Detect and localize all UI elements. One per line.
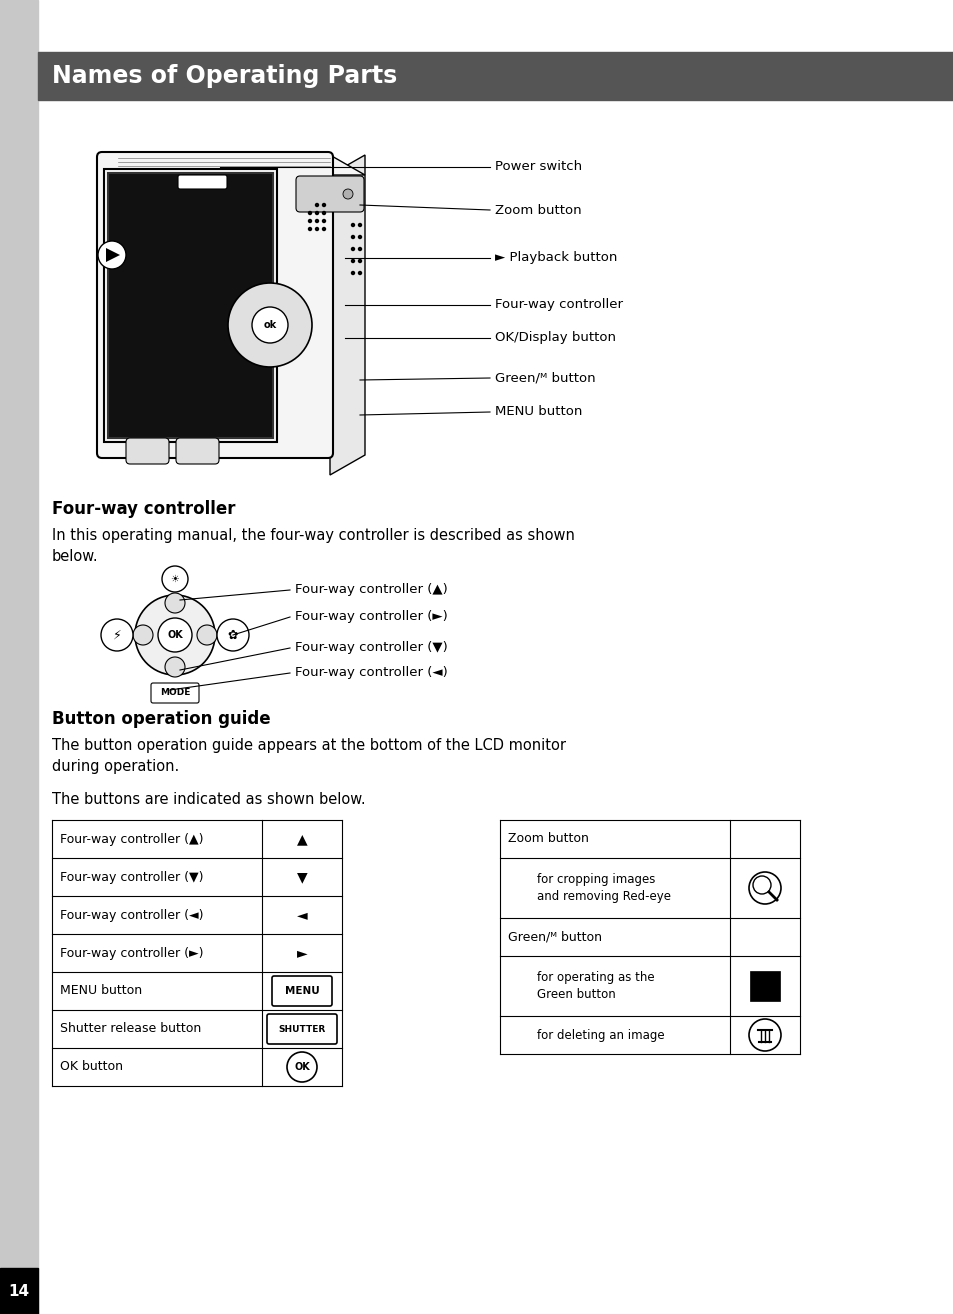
Text: SHUTTER: SHUTTER <box>278 1025 325 1034</box>
Text: ok: ok <box>263 321 276 330</box>
Bar <box>100 155 330 455</box>
Text: ✿: ✿ <box>228 628 238 641</box>
Bar <box>108 173 273 438</box>
Circle shape <box>351 272 355 275</box>
Text: for operating as the
    Green button: for operating as the Green button <box>521 971 654 1001</box>
Circle shape <box>165 593 185 614</box>
Circle shape <box>358 235 361 239</box>
Circle shape <box>315 227 318 230</box>
FancyBboxPatch shape <box>151 683 199 703</box>
Text: ◄: ◄ <box>296 908 307 922</box>
Text: The buttons are indicated as shown below.: The buttons are indicated as shown below… <box>52 792 365 807</box>
Circle shape <box>228 283 312 367</box>
Text: Power switch: Power switch <box>495 160 581 173</box>
Text: Four-way controller (►): Four-way controller (►) <box>60 946 203 959</box>
FancyBboxPatch shape <box>295 176 364 212</box>
Text: OK: OK <box>167 629 183 640</box>
Circle shape <box>343 189 353 198</box>
Circle shape <box>748 1018 781 1051</box>
Circle shape <box>351 259 355 263</box>
Text: MENU button: MENU button <box>495 406 581 418</box>
Circle shape <box>252 307 288 343</box>
Circle shape <box>196 625 216 645</box>
Text: Shutter release button: Shutter release button <box>60 1022 201 1035</box>
Circle shape <box>135 595 214 675</box>
Polygon shape <box>118 155 365 175</box>
Text: Four-way controller (▲): Four-way controller (▲) <box>294 583 447 597</box>
Text: ⚡: ⚡ <box>112 628 121 641</box>
Bar <box>749 971 780 1001</box>
Text: for deleting an image: for deleting an image <box>521 1029 664 1042</box>
Text: MENU button: MENU button <box>60 984 142 997</box>
FancyBboxPatch shape <box>175 438 219 464</box>
Circle shape <box>98 240 126 269</box>
Circle shape <box>315 204 318 206</box>
Circle shape <box>322 212 325 214</box>
Bar <box>38 53 953 100</box>
Text: Four-way controller (▼): Four-way controller (▼) <box>60 870 203 883</box>
Text: Four-way controller (▼): Four-way controller (▼) <box>294 641 447 654</box>
Text: Four-way controller (►): Four-way controller (►) <box>294 611 447 624</box>
Circle shape <box>358 247 361 251</box>
Text: for cropping images
    and removing Red-eye: for cropping images and removing Red-eye <box>521 872 670 903</box>
Text: OK/Display button: OK/Display button <box>495 331 616 344</box>
Circle shape <box>358 223 361 226</box>
Bar <box>0 1268 38 1314</box>
Circle shape <box>322 204 325 206</box>
Circle shape <box>351 235 355 239</box>
Text: ►: ► <box>296 946 307 961</box>
FancyBboxPatch shape <box>272 976 332 1007</box>
Circle shape <box>315 212 318 214</box>
Polygon shape <box>106 248 120 261</box>
Text: Four-way controller (◄): Four-way controller (◄) <box>60 908 203 921</box>
Text: 14: 14 <box>9 1284 30 1298</box>
Bar <box>0 0 38 1314</box>
FancyBboxPatch shape <box>126 438 169 464</box>
Text: OK button: OK button <box>60 1060 123 1074</box>
FancyBboxPatch shape <box>267 1014 336 1045</box>
Circle shape <box>162 566 188 593</box>
Circle shape <box>308 212 312 214</box>
Text: Four-way controller: Four-way controller <box>495 298 622 311</box>
Circle shape <box>158 618 192 652</box>
Circle shape <box>322 219 325 222</box>
Text: Button operation guide: Button operation guide <box>52 710 271 728</box>
FancyBboxPatch shape <box>97 152 333 459</box>
Text: Four-way controller (▲): Four-way controller (▲) <box>60 833 203 845</box>
Circle shape <box>132 625 152 645</box>
Circle shape <box>216 619 249 650</box>
Circle shape <box>322 227 325 230</box>
Text: Four-way controller (◄): Four-way controller (◄) <box>294 666 447 679</box>
Circle shape <box>351 223 355 226</box>
Circle shape <box>315 219 318 222</box>
Circle shape <box>308 219 312 222</box>
Text: Green/ᴹ button: Green/ᴹ button <box>495 372 595 385</box>
Circle shape <box>165 657 185 677</box>
Text: Four-way controller: Four-way controller <box>52 501 235 518</box>
Circle shape <box>308 227 312 230</box>
FancyBboxPatch shape <box>178 175 227 189</box>
Circle shape <box>358 259 361 263</box>
Text: ☀: ☀ <box>171 574 179 583</box>
Text: ▼: ▼ <box>296 870 307 884</box>
Text: Green/ᴹ button: Green/ᴹ button <box>507 930 601 943</box>
Circle shape <box>351 247 355 251</box>
Text: ► Playback button: ► Playback button <box>495 251 617 264</box>
Bar <box>104 170 276 442</box>
Text: MODE: MODE <box>160 689 190 698</box>
Text: MENU: MENU <box>284 986 319 996</box>
Text: OK: OK <box>294 1062 310 1072</box>
Circle shape <box>101 619 132 650</box>
Text: Zoom button: Zoom button <box>495 204 581 217</box>
Text: Names of Operating Parts: Names of Operating Parts <box>52 64 396 88</box>
Polygon shape <box>330 155 365 474</box>
Circle shape <box>748 872 781 904</box>
Text: Zoom button: Zoom button <box>507 833 588 845</box>
Text: ▲: ▲ <box>296 832 307 846</box>
Circle shape <box>358 272 361 275</box>
Circle shape <box>287 1053 316 1081</box>
Text: The button operation guide appears at the bottom of the LCD monitor
during opera: The button operation guide appears at th… <box>52 738 565 774</box>
Text: In this operating manual, the four-way controller is described as shown
below.: In this operating manual, the four-way c… <box>52 528 575 564</box>
